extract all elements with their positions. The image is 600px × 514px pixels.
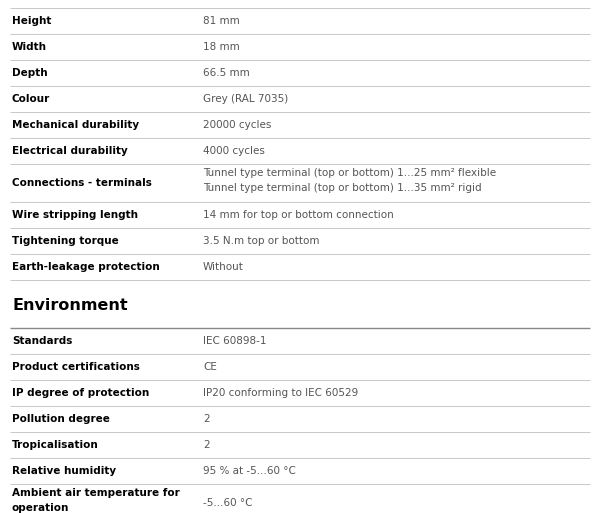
Text: IEC 60898-1: IEC 60898-1 (203, 336, 266, 346)
Text: 20000 cycles: 20000 cycles (203, 120, 271, 130)
Text: Without: Without (203, 262, 244, 272)
Text: 2: 2 (203, 440, 209, 450)
Text: IP degree of protection: IP degree of protection (12, 388, 149, 398)
Text: Height: Height (12, 16, 52, 26)
Text: Tunnel type terminal (top or bottom) 1...25 mm² flexible: Tunnel type terminal (top or bottom) 1..… (203, 168, 496, 178)
Text: 95 % at -5...60 °C: 95 % at -5...60 °C (203, 466, 296, 476)
Text: Grey (RAL 7035): Grey (RAL 7035) (203, 94, 288, 104)
Text: Tightening torque: Tightening torque (12, 236, 119, 246)
Text: operation: operation (12, 503, 70, 513)
Text: Tunnel type terminal (top or bottom) 1...35 mm² rigid: Tunnel type terminal (top or bottom) 1..… (203, 183, 482, 193)
Text: Wire stripping length: Wire stripping length (12, 210, 138, 220)
Text: Electrical durability: Electrical durability (12, 146, 128, 156)
Text: -5...60 °C: -5...60 °C (203, 498, 253, 508)
Text: 66.5 mm: 66.5 mm (203, 68, 250, 78)
Text: Connections - terminals: Connections - terminals (12, 178, 152, 188)
Text: 2: 2 (203, 414, 209, 424)
Text: 18 mm: 18 mm (203, 42, 240, 52)
Text: CE: CE (203, 362, 217, 372)
Text: Ambient air temperature for: Ambient air temperature for (12, 488, 180, 498)
Text: Mechanical durability: Mechanical durability (12, 120, 139, 130)
Text: Pollution degree: Pollution degree (12, 414, 110, 424)
Text: Product certifications: Product certifications (12, 362, 140, 372)
Text: Environment: Environment (12, 299, 128, 314)
Text: Earth-leakage protection: Earth-leakage protection (12, 262, 160, 272)
Text: 4000 cycles: 4000 cycles (203, 146, 265, 156)
Text: 14 mm for top or bottom connection: 14 mm for top or bottom connection (203, 210, 394, 220)
Text: IP20 conforming to IEC 60529: IP20 conforming to IEC 60529 (203, 388, 358, 398)
Text: 3.5 N.m top or bottom: 3.5 N.m top or bottom (203, 236, 320, 246)
Text: Width: Width (12, 42, 47, 52)
Text: Tropicalisation: Tropicalisation (12, 440, 99, 450)
Text: Depth: Depth (12, 68, 47, 78)
Text: 81 mm: 81 mm (203, 16, 240, 26)
Text: Standards: Standards (12, 336, 73, 346)
Text: Relative humidity: Relative humidity (12, 466, 116, 476)
Text: Colour: Colour (12, 94, 50, 104)
